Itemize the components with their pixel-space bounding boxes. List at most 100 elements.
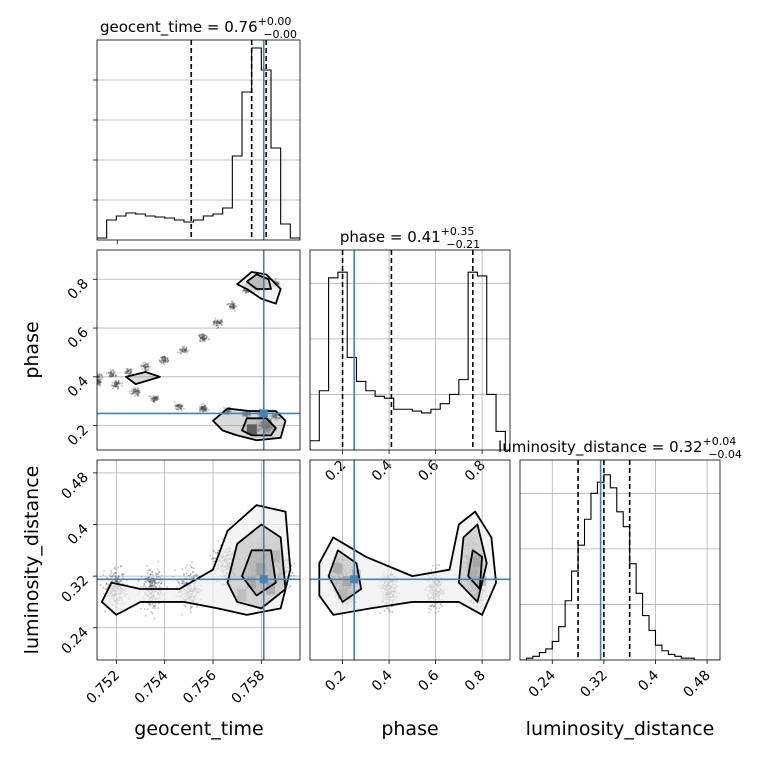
scatter-point — [201, 334, 204, 337]
scatter-point — [164, 358, 167, 361]
scatter-point — [152, 584, 154, 587]
scatter-point — [136, 386, 139, 389]
scatter-point — [110, 572, 113, 575]
scatter-point — [114, 385, 117, 387]
scatter-point — [99, 375, 101, 378]
scatter-point — [132, 391, 135, 394]
scatter-point — [244, 290, 247, 292]
scatter-point — [110, 374, 113, 376]
scatter-point — [181, 404, 184, 407]
scatter-point — [154, 582, 157, 585]
scatter-point — [93, 379, 95, 381]
scatter-point — [176, 405, 178, 408]
scatter-point — [277, 416, 280, 419]
scatter-point — [266, 425, 269, 428]
scatter-point — [430, 605, 433, 608]
scatter-point — [133, 391, 136, 394]
scatter-point — [274, 415, 277, 418]
scatter-point — [108, 574, 111, 576]
scatter-point — [265, 420, 268, 423]
y-axis-label-phase: phase — [21, 321, 43, 378]
scatter-point — [129, 372, 132, 375]
scatter-point — [199, 335, 202, 338]
scatter-point — [166, 358, 169, 360]
scatter-point — [185, 348, 188, 351]
scatter-point — [270, 426, 273, 428]
scatter-point — [267, 422, 270, 425]
scatter-point — [143, 367, 146, 370]
scatter-point — [127, 370, 130, 373]
scatter-point — [270, 417, 273, 420]
scatter-point — [125, 371, 128, 374]
scatter-point — [144, 366, 147, 369]
scatter-point — [268, 426, 270, 429]
scatter-point — [277, 283, 280, 286]
scatter-point — [438, 607, 441, 609]
scatter-point — [229, 306, 231, 309]
luminosity_distance-vs-geocent_time-contour — [100, 504, 292, 616]
scatter-point — [228, 406, 231, 409]
scatter-point — [124, 371, 127, 374]
scatter-point — [152, 579, 155, 582]
scatter-point — [213, 550, 216, 553]
scatter-point — [200, 407, 202, 409]
scatter-point — [97, 375, 100, 378]
scatter-point — [150, 583, 152, 586]
scatter-point — [164, 357, 167, 360]
scatter-point — [153, 400, 156, 403]
scatter-point — [109, 372, 112, 374]
scatter-point — [261, 421, 263, 424]
scatter-point — [243, 289, 246, 292]
scatter-point — [151, 574, 154, 576]
scatter-point — [270, 427, 272, 429]
scatter-point — [151, 581, 154, 583]
scatter-point — [201, 337, 203, 340]
scatter-point — [261, 419, 263, 422]
scatter-point — [229, 304, 231, 307]
scatter-point — [204, 337, 207, 340]
scatter-point — [203, 408, 206, 411]
scatter-point — [203, 407, 206, 410]
scatter-point — [118, 382, 121, 384]
scatter-point — [115, 383, 118, 385]
scatter-point — [165, 357, 168, 359]
scatter-point — [146, 365, 149, 368]
scatter-point — [157, 581, 160, 584]
scatter-point — [153, 398, 156, 401]
scatter-point — [216, 320, 219, 323]
scatter-point — [115, 383, 118, 385]
scatter-point — [115, 379, 118, 382]
luminosity_distance-vs-geocent_time-ytick-label: 0.24 — [58, 624, 91, 657]
scatter-point — [157, 575, 160, 578]
scatter-point — [232, 305, 235, 308]
scatter-point — [105, 583, 108, 586]
scatter-point — [232, 304, 235, 306]
scatter-point — [154, 398, 157, 401]
scatter-point — [241, 413, 244, 416]
scatter-point — [154, 396, 157, 399]
scatter-point — [111, 384, 114, 386]
scatter-point — [137, 389, 140, 392]
scatter-point — [120, 580, 123, 582]
scatter-point — [196, 605, 199, 608]
scatter-point — [435, 563, 438, 566]
scatter-point — [203, 408, 206, 411]
scatter-point — [173, 400, 176, 403]
scatter-point — [146, 363, 149, 365]
scatter-point — [204, 407, 207, 410]
scatter-point — [150, 586, 153, 589]
scatter-point — [133, 389, 136, 392]
scatter-point — [163, 357, 166, 359]
scatter-point — [231, 303, 234, 306]
luminosity_distance-vs-phase-xtick-label: 0.6 — [415, 667, 442, 694]
scatter-point — [216, 320, 219, 323]
scatter-point — [119, 579, 122, 582]
scatter-point — [232, 301, 234, 304]
scatter-point — [184, 350, 187, 353]
scatter-point — [265, 420, 268, 423]
scatter-point — [257, 424, 260, 427]
scatter-point — [164, 359, 167, 362]
scatter-point — [275, 414, 277, 416]
scatter-point — [219, 319, 222, 322]
scatter-point — [152, 394, 155, 397]
